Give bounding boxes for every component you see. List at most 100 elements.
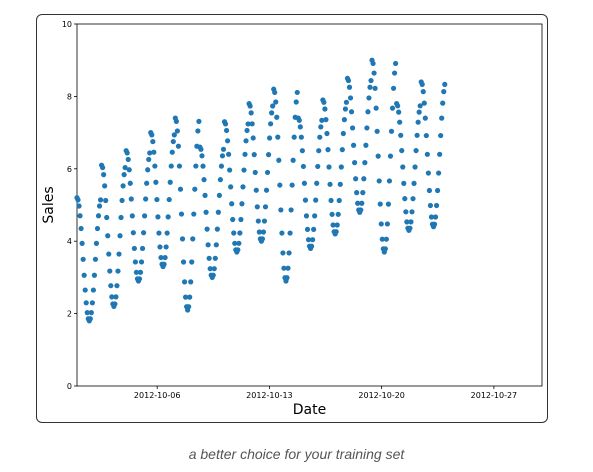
data-point — [399, 148, 404, 153]
data-point — [104, 215, 109, 220]
data-point — [241, 167, 246, 172]
data-point — [84, 300, 89, 305]
data-point — [187, 295, 192, 300]
data-point — [420, 82, 425, 87]
data-point — [205, 227, 210, 232]
data-point — [351, 143, 356, 148]
data-point — [423, 116, 428, 121]
data-point — [393, 61, 398, 66]
data-point — [373, 86, 378, 91]
y-tick-label: 8 — [67, 92, 72, 101]
data-point — [303, 198, 308, 203]
data-point — [254, 188, 259, 193]
data-point — [421, 89, 426, 94]
data-point — [149, 132, 154, 137]
data-point — [82, 273, 87, 278]
data-point — [280, 250, 285, 255]
data-point — [179, 211, 184, 216]
data-point — [371, 70, 376, 75]
data-point — [118, 215, 123, 220]
data-point — [219, 164, 224, 169]
data-point — [314, 181, 319, 186]
data-point — [438, 133, 443, 138]
data-point — [238, 217, 243, 222]
data-point — [77, 213, 82, 218]
y-tick-label: 10 — [62, 20, 72, 29]
data-point — [390, 106, 395, 111]
data-point — [272, 90, 277, 95]
data-point — [132, 246, 137, 251]
data-point — [407, 226, 412, 231]
data-point — [252, 152, 257, 157]
data-point — [408, 219, 413, 224]
data-point — [396, 110, 401, 115]
data-point — [415, 133, 420, 138]
data-point — [315, 164, 320, 169]
data-point — [242, 152, 247, 157]
data-point — [374, 106, 379, 111]
data-point — [193, 163, 198, 168]
data-point — [340, 147, 345, 152]
data-point — [342, 117, 347, 122]
data-point — [295, 90, 300, 95]
data-point — [299, 135, 304, 140]
data-point — [311, 227, 316, 232]
data-point — [266, 152, 271, 157]
data-point — [318, 124, 323, 129]
data-point — [328, 198, 333, 203]
data-point — [214, 242, 219, 247]
data-point — [127, 167, 132, 172]
data-point — [277, 182, 282, 187]
data-point — [250, 121, 255, 126]
data-point — [116, 251, 121, 256]
data-point — [398, 133, 403, 138]
data-point — [346, 78, 351, 83]
data-point — [417, 110, 422, 115]
data-point — [395, 103, 400, 108]
data-point — [385, 221, 390, 226]
data-point — [125, 150, 130, 155]
data-point — [370, 61, 375, 66]
data-point — [286, 250, 291, 255]
data-point — [152, 163, 157, 168]
data-point — [388, 154, 393, 159]
data-point — [133, 259, 138, 264]
data-point — [98, 197, 103, 202]
data-point — [114, 283, 119, 288]
data-point — [253, 170, 258, 175]
data-point — [290, 182, 295, 187]
data-point — [416, 120, 421, 125]
data-point — [190, 236, 195, 241]
data-point — [364, 125, 369, 130]
data-point — [432, 222, 437, 227]
data-point — [212, 266, 217, 271]
data-point — [105, 233, 110, 238]
data-point — [88, 316, 93, 321]
data-point — [344, 100, 349, 105]
y-axis-ticks: 0 2 4 6 8 10 — [62, 20, 77, 391]
data-point — [206, 242, 211, 247]
data-point — [403, 209, 408, 214]
data-point — [174, 119, 179, 124]
data-point — [180, 236, 185, 241]
data-point — [198, 147, 203, 152]
data-point — [261, 229, 266, 234]
data-point — [129, 196, 134, 201]
data-point — [310, 237, 315, 242]
data-point — [76, 203, 81, 208]
data-point — [347, 85, 352, 90]
x-tick-label: 2012-10-20 — [358, 391, 405, 400]
data-point — [440, 101, 445, 106]
data-point — [97, 203, 102, 208]
data-point — [89, 310, 94, 315]
data-point — [177, 163, 182, 168]
data-point — [168, 180, 173, 185]
data-point — [291, 158, 296, 163]
data-point — [217, 193, 222, 198]
data-point — [189, 259, 194, 264]
x-tick-label: 2012-10-13 — [246, 391, 293, 400]
data-point — [276, 158, 281, 163]
data-point — [200, 164, 205, 169]
data-point — [203, 210, 208, 215]
